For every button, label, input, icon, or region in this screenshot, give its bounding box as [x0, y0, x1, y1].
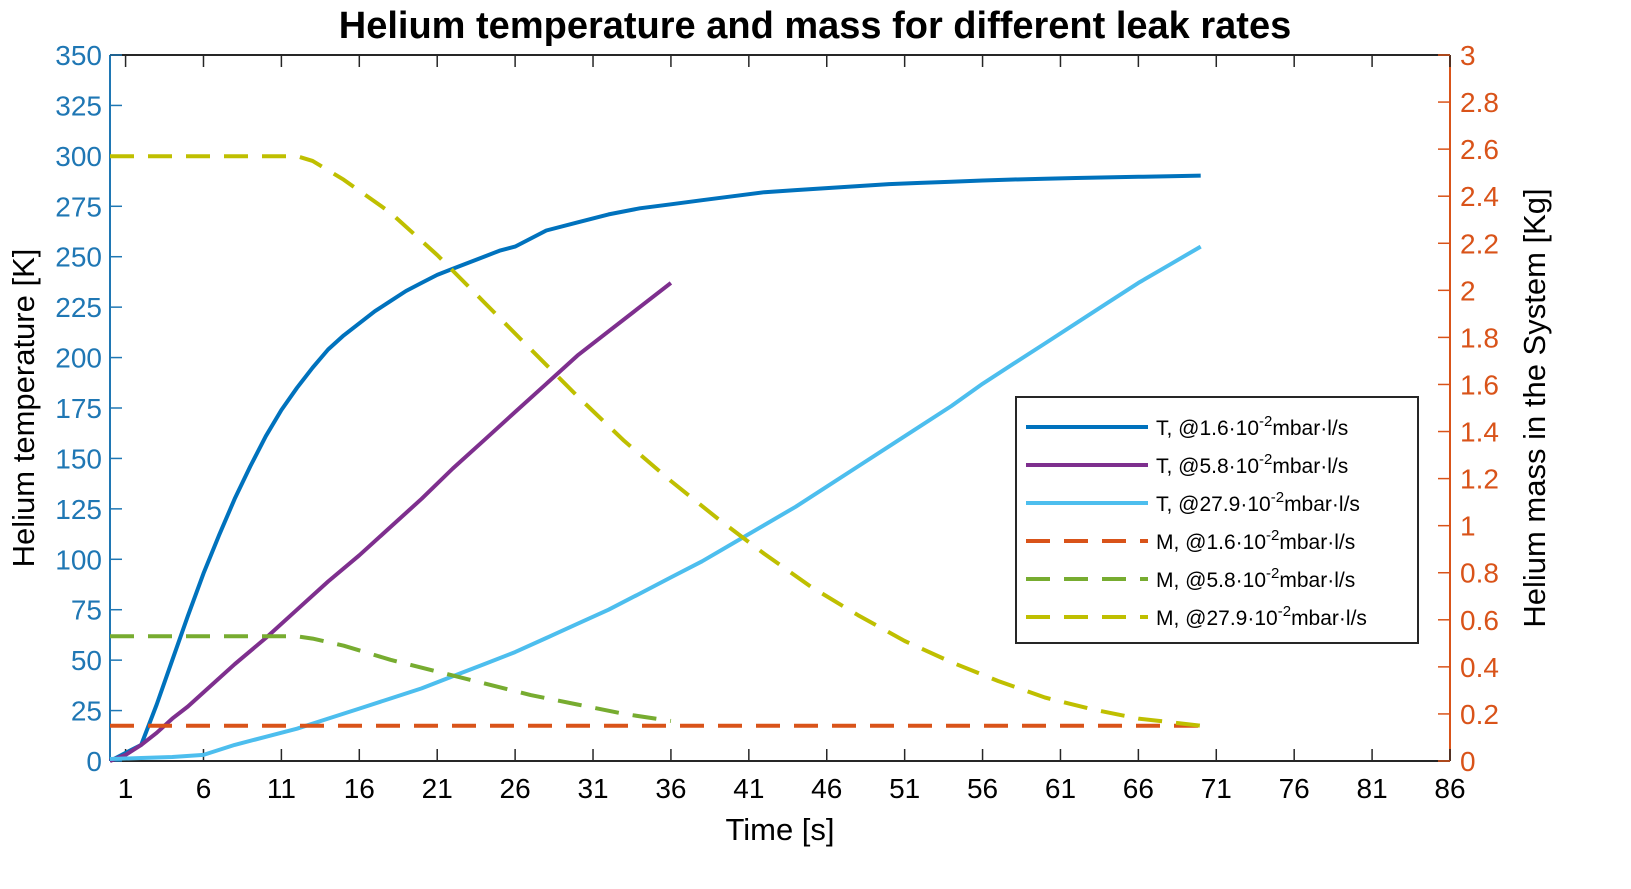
chart-title: Helium temperature and mass for differen…: [339, 5, 1291, 47]
y-right-tick-label: 2.8: [1460, 87, 1499, 118]
legend-entry-2: T, @5.8·10-2mbar·l/s: [1156, 451, 1348, 478]
y-right-tick-label: 1.8: [1460, 322, 1499, 353]
y-left-tick-label: 325: [55, 90, 102, 121]
y-right-tick-label: 1: [1460, 511, 1476, 542]
y-right-tick-label: 1.2: [1460, 464, 1499, 495]
y-left-tick-label: 125: [55, 494, 102, 525]
y-left-tick-label: 225: [55, 292, 102, 323]
x-tick-label: 6: [196, 773, 212, 804]
y-axis-left-label: Helium temperature [K]: [6, 249, 41, 568]
series-line-5: [110, 634, 672, 723]
x-tick-label: 56: [967, 773, 998, 804]
x-tick-label: 21: [422, 773, 453, 804]
y-left-tick-label: 250: [55, 242, 102, 273]
series-line-3: [109, 244, 1202, 761]
y-left-tick-label: 75: [71, 595, 102, 626]
y-left-tick-label: 0: [86, 746, 102, 777]
y-left-tick-label: 100: [55, 544, 102, 575]
y-right-tick-label: 2.6: [1460, 134, 1499, 165]
series-line-6: [110, 154, 1201, 728]
y-right-tick-label: 2.2: [1460, 228, 1499, 259]
y-left-tick-label: 200: [55, 343, 102, 374]
y-right-tick-label: 1.4: [1460, 417, 1499, 448]
legend-entry-4: M, @1.6·10-2mbar·l/s: [1156, 527, 1355, 554]
x-tick-label: 1: [118, 773, 134, 804]
y-right-tick-label: 3: [1460, 40, 1476, 71]
y-right-tick-label: 0.8: [1460, 558, 1499, 589]
x-tick-label: 26: [500, 773, 531, 804]
y-left-tick-label: 175: [55, 393, 102, 424]
legend-box: [1015, 396, 1419, 644]
x-tick-label: 31: [577, 773, 608, 804]
y-left-tick-label: 350: [55, 40, 102, 71]
y-left-tick-label: 150: [55, 443, 102, 474]
x-tick-label: 11: [267, 773, 296, 804]
x-tick-label: 86: [1434, 773, 1465, 804]
x-axis-label: Time [s]: [725, 812, 834, 847]
y-right-tick-label: 1.6: [1460, 369, 1499, 400]
series-line-1: [109, 173, 1201, 763]
legend-entry-5: M, @5.8·10-2mbar·l/s: [1156, 565, 1355, 592]
x-tick-label: 41: [733, 773, 764, 804]
y-right-tick-label: 0.6: [1460, 605, 1499, 636]
legend: T, @1.6·10-2mbar·l/s T, @5.8·10-2mbar·l/s…: [1015, 396, 1419, 644]
series-layer: [109, 154, 1202, 763]
y-left-tick-label: 50: [71, 645, 102, 676]
x-tick-label: 81: [1357, 773, 1388, 804]
x-tick-label: 16: [344, 773, 375, 804]
y-left-tick-label: 25: [71, 696, 102, 727]
legend-entry-1: T, @1.6·10-2mbar·l/s: [1156, 413, 1348, 440]
y-right-tick-label: 0.4: [1460, 652, 1499, 683]
x-tick-label: 51: [889, 773, 920, 804]
legend-entry-3: T, @27.9·10-2mbar·l/s: [1156, 489, 1360, 516]
y-left-tick-label: 275: [55, 191, 102, 222]
y-right-tick-label: 2: [1460, 275, 1476, 306]
y-right-tick-label: 0.2: [1460, 699, 1499, 730]
axes: 1 6 11 16 21 26 31 36 41 46 51 56 61 66 71 76 81 86025507…: [55, 40, 1499, 804]
x-tick-label: 66: [1123, 773, 1154, 804]
x-tick-label: 36: [655, 773, 686, 804]
y-axis-right-label: Helium mass in the System [Kg]: [1517, 188, 1552, 627]
x-tick-label: 76: [1279, 773, 1310, 804]
legend-entry-6: M, @27.9·10-2mbar·l/s: [1156, 603, 1367, 630]
y-right-tick-label: 0: [1460, 746, 1476, 777]
x-tick-label: 46: [811, 773, 842, 804]
y-right-tick-label: 2.4: [1460, 181, 1499, 212]
y-left-tick-label: 300: [55, 141, 102, 172]
x-tick-label: 61: [1045, 773, 1076, 804]
x-tick-label: 71: [1201, 773, 1232, 804]
